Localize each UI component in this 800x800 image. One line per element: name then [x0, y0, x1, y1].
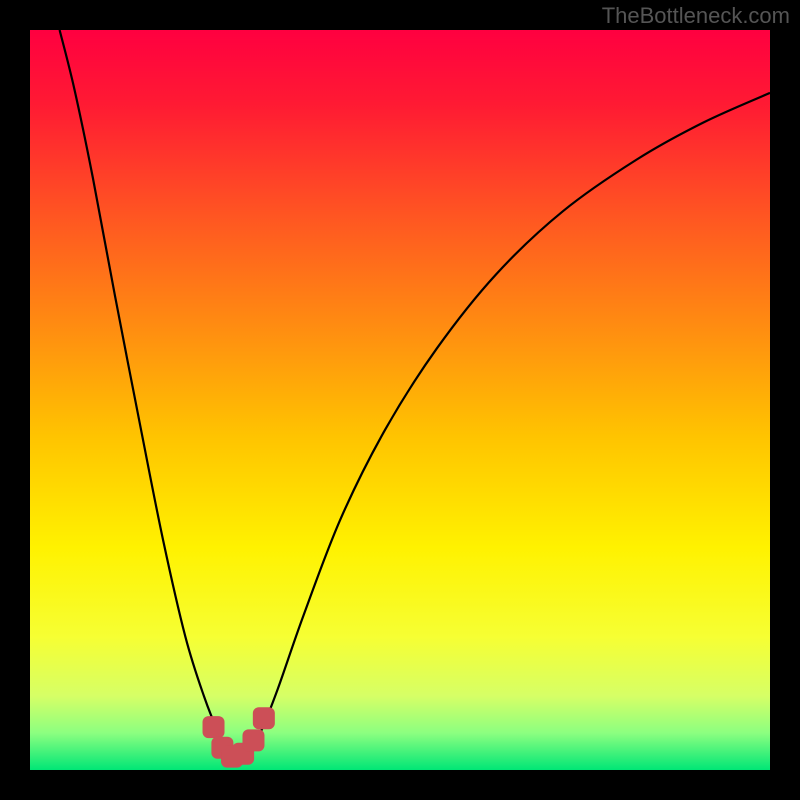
curve-layer: [30, 30, 770, 770]
marker-point: [242, 729, 264, 751]
watermark-text: TheBottleneck.com: [602, 3, 790, 29]
min-region-markers: [203, 707, 275, 767]
marker-point: [253, 707, 275, 729]
outer-frame: TheBottleneck.com: [0, 0, 800, 800]
marker-point: [203, 716, 225, 738]
bottleneck-curve: [60, 30, 770, 757]
plot-area: [30, 30, 770, 770]
